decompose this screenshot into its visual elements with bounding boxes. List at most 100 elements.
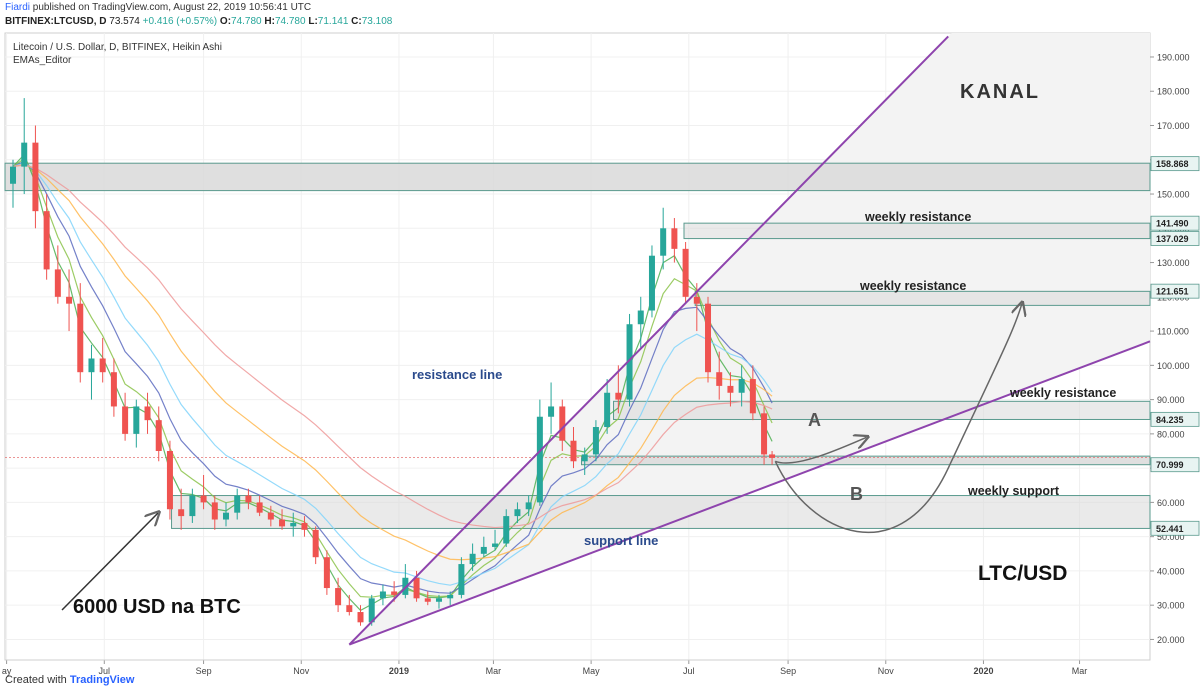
candle-body	[43, 211, 50, 270]
scenario-a-arrow	[774, 437, 866, 464]
author-link[interactable]: Fiardi	[5, 2, 31, 13]
scenario-b-label: B	[850, 484, 863, 504]
tradingview-logo[interactable]: TradingView	[69, 674, 135, 686]
x-tick-label: Sep	[780, 666, 796, 676]
x-tick-label: 2020	[973, 666, 993, 676]
candles	[10, 98, 776, 626]
candle-body	[245, 495, 252, 503]
candle-body	[323, 557, 330, 589]
price-label-box	[1150, 156, 1200, 172]
candle-body	[413, 577, 420, 599]
candle-body	[525, 502, 532, 510]
candle-body	[368, 598, 375, 623]
x-tick-label: Mar	[486, 666, 502, 676]
price-label-box	[1150, 215, 1200, 231]
candle-body	[447, 594, 454, 599]
low-label: L:	[308, 16, 318, 27]
candle-body	[144, 406, 151, 421]
price-label-box	[1150, 411, 1200, 427]
x-tick-label: Sep	[196, 666, 212, 676]
candle-body	[648, 255, 655, 311]
symbol-info: BITFINEX:LTCUSD, D 73.574 +0.416 (+0.57%…	[5, 16, 392, 27]
y-tick-label: 20.000	[1157, 635, 1185, 645]
candle-body	[234, 495, 241, 513]
price-label-box	[1150, 283, 1200, 299]
scenario-a-label: A	[808, 410, 821, 430]
legend-indicator[interactable]: EMAs_Editor	[13, 55, 72, 66]
candle-body	[312, 529, 319, 558]
y-tick-label: 50.000	[1157, 532, 1185, 542]
x-tick-label: 2019	[389, 666, 409, 676]
price-labels: 158.868 141.490 137.029 121.651 84.235 70.999…	[1150, 156, 1200, 536]
price-label-text: 52.441	[1156, 524, 1184, 534]
weekly-support-label: weekly support	[967, 484, 1060, 498]
candle-body	[200, 495, 207, 503]
candle-body	[211, 502, 218, 520]
pair-label: LTC/USD	[978, 562, 1067, 585]
close-value: 73.108	[361, 16, 393, 27]
zones	[4, 162, 1151, 529]
candle-body	[379, 591, 386, 599]
x-tick-label: Nov	[293, 666, 310, 676]
arrows	[61, 304, 1022, 611]
candle-body	[727, 385, 734, 393]
resistance-line-label: resistance line	[412, 367, 502, 382]
price-label-text: 121.651	[1156, 287, 1189, 297]
created-with-text: Created with	[5, 674, 67, 686]
candle-body	[615, 392, 622, 400]
trendline	[348, 340, 1151, 646]
candle-body	[769, 454, 776, 458]
zone	[613, 400, 1151, 420]
x-tick-label: Jul	[99, 666, 111, 676]
kanal-label: KANAL	[960, 81, 1040, 103]
candle-body	[155, 420, 162, 451]
ema-line	[12, 162, 773, 586]
candle-body	[133, 406, 140, 434]
candle-body	[559, 406, 566, 441]
candle-body	[279, 519, 286, 527]
price-label-text: 137.029	[1156, 234, 1189, 244]
support-line-label: support line	[584, 533, 658, 548]
candle-body	[480, 546, 487, 554]
candle-body	[256, 502, 263, 513]
candle-body	[32, 142, 39, 212]
time-axis[interactable]: ay Jul Sep Nov 2019 Mar May Jul Sep Nov 2020 Mar	[2, 659, 1150, 676]
y-tick-label: 60.000	[1157, 498, 1185, 508]
price-label-box	[1150, 520, 1200, 536]
candle-body	[637, 310, 644, 325]
published-text: published on TradingView.com, August 22,…	[32, 2, 312, 13]
candle-body	[335, 588, 342, 606]
price-label-text: 84.235	[1156, 415, 1184, 425]
btc-note: 6000 USD na BTC	[73, 596, 241, 618]
y-tick-label: 180.000	[1157, 87, 1190, 97]
footer: Created with TradingView	[5, 674, 134, 686]
ema-line	[12, 164, 773, 529]
candle-body	[189, 495, 196, 517]
scenario-b-arrow	[774, 304, 1022, 534]
price-label-box	[1150, 457, 1200, 473]
candle-body	[357, 612, 364, 623]
candle-body	[301, 522, 308, 530]
candle-body	[536, 416, 543, 503]
zone	[683, 222, 1151, 240]
price-axis[interactable]: 20.00030.00040.00050.00060.00070.00080.0…	[1150, 52, 1190, 645]
candle-body	[66, 296, 73, 304]
candle-body	[424, 598, 431, 602]
candle-body	[626, 324, 633, 400]
candle-body	[267, 512, 274, 520]
x-tick-label: May	[583, 666, 601, 676]
y-tick-label: 90.000	[1157, 395, 1185, 405]
last-price: 73.574	[109, 16, 140, 27]
candle-body	[548, 406, 555, 417]
symbol: BITFINEX:LTCUSD, D	[5, 16, 107, 27]
close-label: C:	[351, 16, 362, 27]
candle-body	[77, 303, 84, 373]
trendlines	[348, 35, 1151, 646]
candle-body	[222, 512, 229, 520]
candle-body	[166, 451, 173, 510]
price-change: +0.416 (+0.57%)	[142, 16, 218, 27]
zone	[694, 290, 1151, 306]
zone	[171, 495, 1151, 529]
